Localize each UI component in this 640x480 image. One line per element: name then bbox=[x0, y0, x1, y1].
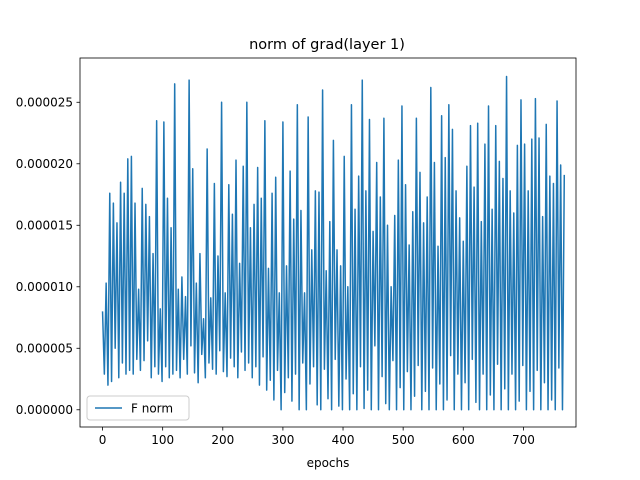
x-axis: 0 100 200 300 400 500 600 700 bbox=[99, 427, 535, 447]
x-tick-label: 700 bbox=[512, 433, 535, 447]
x-tick-label: 500 bbox=[392, 433, 415, 447]
chart-title: norm of grad(layer 1) bbox=[249, 37, 405, 53]
series-layer bbox=[101, 75, 566, 411]
x-tick-label: 0 bbox=[99, 433, 107, 447]
x-axis-label: epochs bbox=[307, 456, 350, 470]
x-tick-label: 600 bbox=[452, 433, 475, 447]
plot-frame bbox=[79, 57, 577, 428]
legend: F norm bbox=[86, 395, 190, 421]
y-tick-label: 0.000025 bbox=[16, 96, 73, 110]
y-tick-label: 0.000010 bbox=[16, 280, 73, 294]
plot-area bbox=[101, 75, 566, 411]
legend-box bbox=[86, 395, 190, 421]
y-tick-label: 0.000015 bbox=[16, 219, 73, 233]
series-line-0 bbox=[101, 75, 566, 411]
x-tick-label: 100 bbox=[151, 433, 174, 447]
x-tick-label: 200 bbox=[211, 433, 234, 447]
y-axis: 0.000000 0.000005 0.000010 0.000015 0.000020… bbox=[16, 96, 80, 417]
x-tick-label: 300 bbox=[271, 433, 294, 447]
legend-label: F norm bbox=[131, 402, 173, 416]
y-tick-label: 0.000005 bbox=[16, 342, 73, 356]
y-tick-label: 0.000020 bbox=[16, 157, 73, 171]
y-tick-label: 0.000000 bbox=[16, 403, 73, 417]
x-tick-label: 400 bbox=[332, 433, 355, 447]
